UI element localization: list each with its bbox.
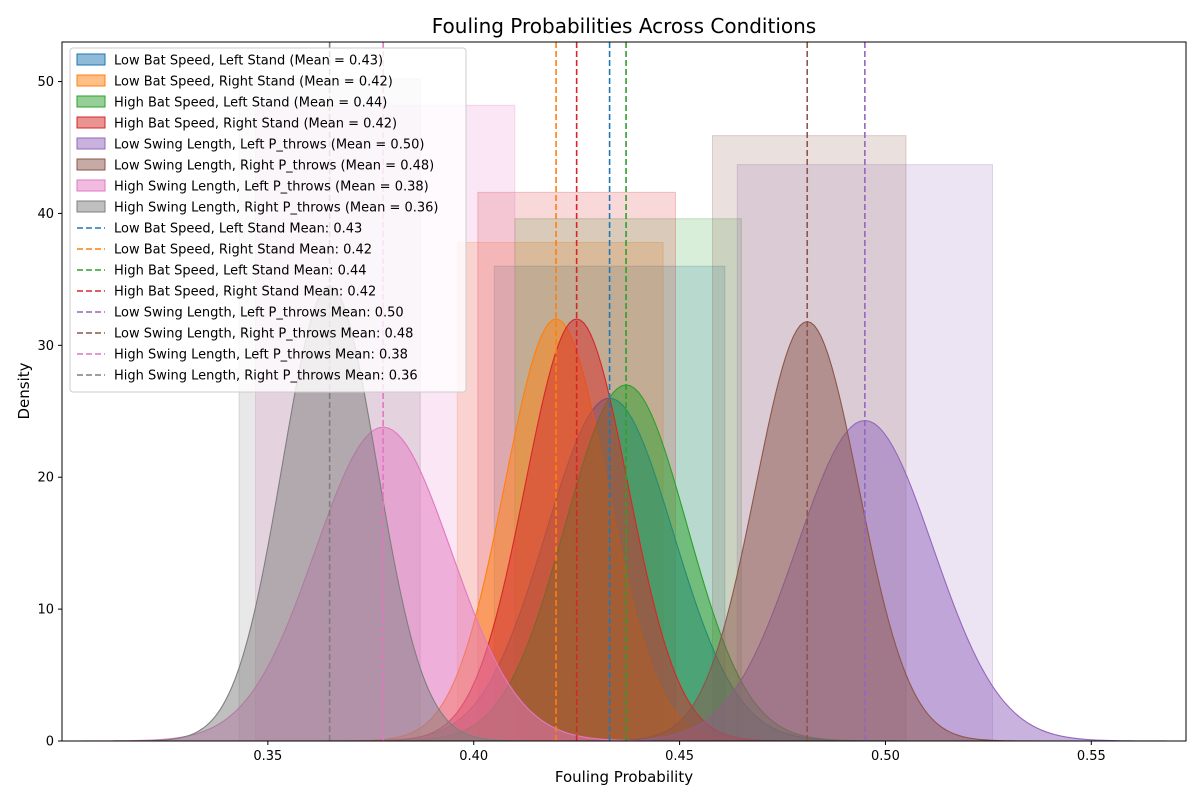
legend-mean-label-3: High Bat Speed, Left Stand Mean: 0.44 [114, 264, 367, 279]
legend-swatch-6 [76, 158, 106, 171]
y-tick-label: 50 [37, 75, 54, 90]
legend-swatch-8 [76, 200, 106, 213]
y-axis-title: Density [15, 362, 33, 419]
legend-label-3: High Bat Speed, Left Stand (Mean = 0.44) [114, 96, 387, 111]
y-tick-label: 10 [37, 603, 54, 618]
legend-swatch-7 [76, 179, 106, 192]
x-tick-label: 0.35 [253, 749, 282, 764]
legend-label-7: High Swing Length, Left P_throws (Mean =… [114, 180, 429, 195]
x-axis-title: Fouling Probability [555, 768, 693, 786]
legend-mean-label-6: Low Swing Length, Right P_throws Mean: 0… [114, 327, 413, 342]
legend-label-8: High Swing Length, Right P_throws (Mean … [114, 201, 439, 216]
legend-label-2: Low Bat Speed, Right Stand (Mean = 0.42) [114, 75, 393, 90]
chart-title: Fouling Probabilities Across Conditions [432, 14, 816, 38]
y-tick-label: 20 [37, 471, 54, 486]
legend-swatch-1 [76, 53, 106, 66]
legend-mean-label-1: Low Bat Speed, Left Stand Mean: 0.43 [114, 222, 362, 237]
x-tick-label: 0.45 [665, 749, 694, 764]
legend-label-5: Low Swing Length, Left P_throws (Mean = … [114, 138, 424, 153]
y-tick-label: 40 [37, 207, 54, 222]
legend-label-4: High Bat Speed, Right Stand (Mean = 0.42… [114, 117, 397, 132]
x-tick-label: 0.55 [1077, 749, 1106, 764]
legend-mean-label-4: High Bat Speed, Right Stand Mean: 0.42 [114, 285, 376, 300]
legend-mean-label-7: High Swing Length, Left P_throws Mean: 0… [114, 348, 408, 363]
axes-frame [61, 41, 1187, 742]
legend-mean-label-2: Low Bat Speed, Right Stand Mean: 0.42 [114, 243, 372, 258]
legend-box [69, 47, 467, 393]
legend-swatch-3 [76, 95, 106, 108]
legend-label-6: Low Swing Length, Right P_throws (Mean =… [114, 159, 434, 174]
legend-mean-label-8: High Swing Length, Right P_throws Mean: … [114, 369, 418, 384]
axes: 0.35 0.40 0.45 0.50 0.55 0 10 20 30 40 50 [37, 41, 1187, 764]
y-tick-label: 30 [37, 339, 54, 354]
legend-label-1: Low Bat Speed, Left Stand (Mean = 0.43) [114, 54, 383, 69]
legend-swatch-5 [76, 137, 106, 150]
legend-swatch-2 [76, 74, 106, 87]
legend-mean-label-5: Low Swing Length, Left P_throws Mean: 0.… [114, 306, 404, 321]
x-tick-label: 0.50 [871, 749, 900, 764]
legend-swatch-4 [76, 116, 106, 129]
y-tick-label: 0 [46, 735, 54, 750]
legend: Low Bat Speed, Left Stand (Mean = 0.43) L… [69, 47, 467, 393]
x-tick-label: 0.40 [459, 749, 488, 764]
